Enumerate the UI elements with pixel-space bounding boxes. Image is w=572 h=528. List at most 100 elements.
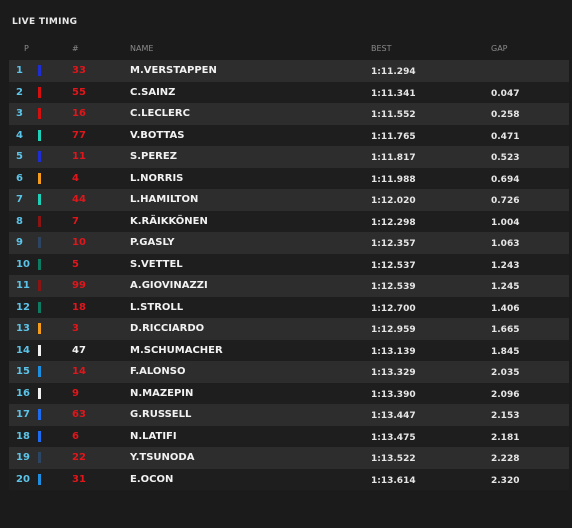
driver-number: 31 — [72, 473, 86, 485]
table-row: 19 22 Y.TSUNODA 1:13.522 2.228 — [9, 447, 569, 469]
table-row: 11 99 A.GIOVINAZZI 1:12.539 1.245 — [9, 275, 569, 297]
driver-position: 8 — [16, 215, 23, 227]
gap-to-leader: 0.726 — [491, 196, 520, 206]
best-lap-time: 1:12.298 — [371, 217, 416, 228]
team-color-bar — [38, 323, 41, 334]
gap-to-leader: 0.523 — [491, 153, 520, 163]
driver-name: K.RÄIKKÖNEN — [130, 215, 208, 227]
driver-number: 63 — [72, 409, 86, 420]
driver-number: 11 — [72, 151, 86, 162]
panel-title: LIVE TIMING — [12, 17, 78, 27]
header-position: P — [24, 44, 29, 53]
driver-number: 6 — [72, 430, 79, 442]
gap-to-leader: 1.665 — [491, 325, 520, 335]
gap-to-leader: 1.243 — [491, 260, 520, 271]
driver-name: C.SAINZ — [130, 86, 176, 98]
gap-to-leader: 1.245 — [491, 282, 520, 292]
driver-name: L.STROLL — [130, 301, 184, 313]
driver-name: F.ALONSO — [130, 366, 186, 377]
team-color-bar — [38, 237, 41, 248]
team-color-bar — [38, 65, 41, 76]
best-lap-time: 1:12.700 — [371, 303, 416, 314]
table-row: 20 31 E.OCON 1:13.614 2.320 — [9, 468, 569, 490]
driver-position: 9 — [16, 237, 23, 248]
driver-number: 55 — [72, 86, 86, 98]
driver-position: 16 — [16, 387, 30, 399]
driver-number: 77 — [72, 129, 86, 141]
driver-position: 6 — [16, 172, 23, 184]
gap-to-leader: 0.471 — [491, 131, 520, 142]
driver-name: N.MAZEPIN — [130, 387, 194, 399]
driver-name: S.VETTEL — [130, 258, 183, 270]
gap-to-leader: 1.845 — [491, 346, 520, 357]
driver-number: 22 — [72, 452, 86, 463]
best-lap-time: 1:12.357 — [371, 239, 416, 249]
table-row: 12 18 L.STROLL 1:12.700 1.406 — [9, 296, 569, 318]
driver-position: 5 — [16, 151, 23, 162]
driver-name: D.RICCIARDO — [130, 323, 205, 334]
driver-position: 14 — [16, 344, 30, 356]
gap-to-leader: 2.181 — [491, 432, 520, 443]
gap-to-leader: 1.004 — [491, 217, 520, 228]
driver-position: 15 — [16, 366, 30, 377]
table-row: 4 77 V.BOTTAS 1:11.765 0.471 — [9, 124, 569, 146]
best-lap-time: 1:11.765 — [371, 131, 416, 142]
team-color-bar — [38, 215, 41, 227]
header-number: # — [72, 44, 79, 53]
driver-name: M.VERSTAPPEN — [130, 65, 217, 76]
driver-position: 1 — [16, 65, 23, 76]
driver-name: C.LECLERC — [130, 108, 190, 119]
table-row: 15 14 F.ALONSO 1:13.329 2.035 — [9, 361, 569, 383]
team-color-bar — [38, 194, 41, 205]
best-lap-time: 1:11.817 — [371, 153, 416, 163]
best-lap-time: 1:12.537 — [371, 260, 416, 271]
driver-name: V.BOTTAS — [130, 129, 185, 141]
table-row: 3 16 C.LECLERC 1:11.552 0.258 — [9, 103, 569, 125]
driver-number: 3 — [72, 323, 79, 334]
best-lap-time: 1:11.988 — [371, 174, 416, 185]
best-lap-time: 1:13.614 — [371, 475, 416, 486]
gap-to-leader: 1.063 — [491, 239, 520, 249]
gap-to-leader: 0.047 — [491, 88, 520, 99]
column-headers: P # NAME BEST GAP — [0, 44, 572, 56]
driver-number: 44 — [72, 194, 86, 205]
driver-number: 4 — [72, 172, 79, 184]
best-lap-time: 1:13.522 — [371, 454, 416, 464]
table-row: 16 9 N.MAZEPIN 1:13.390 2.096 — [9, 382, 569, 404]
team-color-bar — [38, 430, 41, 442]
team-color-bar — [38, 452, 41, 463]
driver-position: 2 — [16, 86, 23, 98]
best-lap-time: 1:13.447 — [371, 411, 416, 421]
table-row: 8 7 K.RÄIKKÖNEN 1:12.298 1.004 — [9, 210, 569, 232]
team-color-bar — [38, 301, 41, 313]
gap-to-leader: 2.096 — [491, 389, 520, 400]
driver-number: 10 — [72, 237, 86, 248]
driver-number: 47 — [72, 344, 86, 356]
table-row: 10 5 S.VETTEL 1:12.537 1.243 — [9, 253, 569, 275]
driver-position: 17 — [16, 409, 30, 420]
driver-number: 33 — [72, 65, 86, 76]
best-lap-time: 1:11.294 — [371, 67, 416, 77]
gap-to-leader: 2.320 — [491, 475, 520, 486]
team-color-bar — [38, 258, 41, 270]
table-row: 1 33 M.VERSTAPPEN 1:11.294 — [9, 60, 569, 82]
best-lap-time: 1:13.329 — [371, 368, 416, 378]
team-color-bar — [38, 108, 41, 119]
timing-table: 1 33 M.VERSTAPPEN 1:11.294 2 55 C.SAINZ 1:11.34… — [9, 60, 569, 490]
table-row: 18 6 N.LATIFI 1:13.475 2.181 — [9, 425, 569, 447]
team-color-bar — [38, 344, 41, 356]
driver-position: 20 — [16, 473, 30, 485]
table-row: 6 4 L.NORRIS 1:11.988 0.694 — [9, 167, 569, 189]
driver-name: E.OCON — [130, 473, 174, 485]
driver-number: 7 — [72, 215, 79, 227]
driver-name: S.PEREZ — [130, 151, 177, 162]
best-lap-time: 1:11.341 — [371, 88, 416, 99]
header-best: BEST — [371, 44, 392, 53]
header-gap: GAP — [491, 44, 508, 53]
team-color-bar — [38, 409, 41, 420]
driver-name: L.HAMILTON — [130, 194, 199, 205]
header-name: NAME — [130, 44, 154, 53]
driver-position: 11 — [16, 280, 30, 291]
driver-name: L.NORRIS — [130, 172, 184, 184]
team-color-bar — [38, 151, 41, 162]
